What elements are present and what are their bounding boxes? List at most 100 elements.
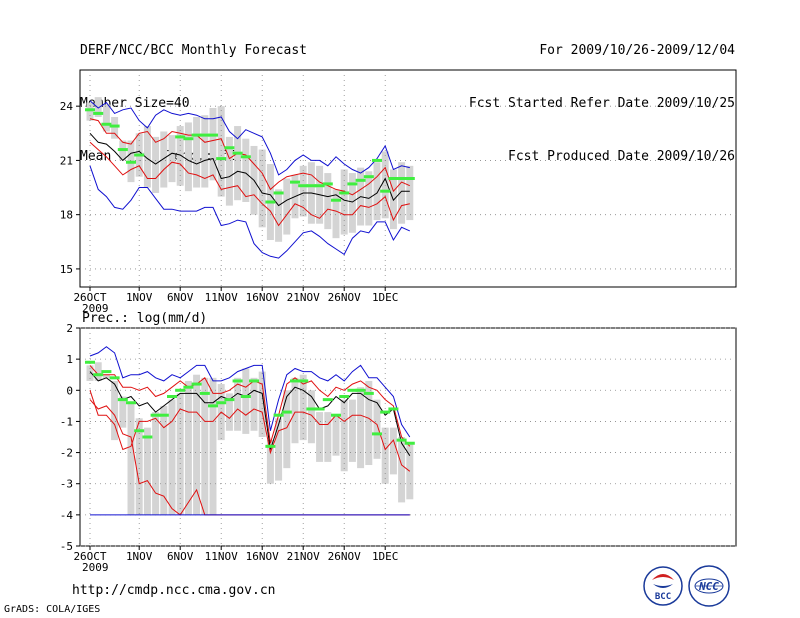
member-range-bar xyxy=(365,380,373,466)
observed-marker xyxy=(216,157,227,161)
member-range-bar xyxy=(102,374,110,378)
observed-marker xyxy=(224,146,235,150)
member-range-bar xyxy=(127,402,135,515)
panel-subtitle: Prec.: log(mm/d) xyxy=(82,311,207,326)
start-date: Fcst Started Refer Date 2009/10/25 xyxy=(468,96,735,111)
ncc-logo: NCC xyxy=(688,565,730,607)
bcc-logo-wave xyxy=(653,584,673,588)
observed-marker xyxy=(404,177,415,180)
header-right: For 2009/10/26-2009/12/04 Fcst Started R… xyxy=(469,11,735,186)
bcc-logo-swirl xyxy=(652,574,674,580)
observed-marker xyxy=(134,429,145,433)
member-range-bar xyxy=(275,189,283,242)
observed-marker xyxy=(93,111,104,115)
observed-marker xyxy=(355,178,366,182)
member-range-bar xyxy=(168,399,176,515)
observed-marker xyxy=(85,108,95,112)
x-tick-label: 16NOV xyxy=(246,291,279,304)
observed-marker xyxy=(355,388,366,392)
bcc-logo-text: BCC xyxy=(655,592,671,602)
observed-marker xyxy=(290,379,300,383)
observed-marker xyxy=(380,410,391,414)
member-range-bar xyxy=(209,377,217,515)
observed-marker xyxy=(404,441,415,445)
observed-marker xyxy=(347,182,358,186)
x-tick-label: 21NOV xyxy=(287,291,320,304)
y-tick-label: 18 xyxy=(60,209,73,222)
member-range-bar xyxy=(135,418,143,515)
member-range-bar xyxy=(275,418,283,481)
member-range-bar xyxy=(340,169,348,235)
member-range-bar xyxy=(283,390,291,469)
x-tick-label: 6NOV xyxy=(167,291,194,304)
member-range-bar xyxy=(193,117,201,188)
member-range-bar xyxy=(381,151,389,219)
member-range-bar xyxy=(332,415,340,456)
observed-marker xyxy=(339,395,350,399)
member-range-bar xyxy=(217,106,225,197)
member-range-bar xyxy=(94,362,102,381)
y-tick-label: 21 xyxy=(60,154,73,167)
plot-frame xyxy=(79,69,737,288)
observed-marker xyxy=(363,175,374,179)
observed-marker xyxy=(372,158,382,162)
member-range-bar xyxy=(299,374,307,441)
y-tick-label: 2 xyxy=(66,322,73,335)
x-tick-label: 16NOV xyxy=(246,550,279,563)
series-line-max xyxy=(89,100,410,176)
forecast-period: For 2009/10/26-2009/12/04 xyxy=(539,43,735,58)
observed-marker xyxy=(281,410,292,414)
observed-marker xyxy=(322,398,333,402)
member-range-bar xyxy=(258,371,266,437)
member-range-bar xyxy=(406,165,414,221)
source-url[interactable]: http://cmdp.ncc.cma.gov.cn xyxy=(72,583,276,598)
observed-marker xyxy=(249,379,259,383)
member-range-bar xyxy=(184,122,192,192)
observed-marker xyxy=(314,184,325,188)
observed-marker xyxy=(322,182,333,186)
observed-marker xyxy=(199,133,210,137)
observed-marker xyxy=(150,413,161,417)
observed-marker xyxy=(224,398,235,402)
observed-marker xyxy=(347,388,358,392)
observed-marker xyxy=(208,404,218,408)
plot-frame xyxy=(79,327,737,547)
member-range-bar xyxy=(184,380,192,515)
member-range-bar xyxy=(234,126,242,201)
observed-marker xyxy=(85,360,95,364)
member-range-bar xyxy=(143,126,151,188)
bcc-logo: BCC xyxy=(643,566,683,606)
member-range-bar xyxy=(176,393,184,515)
observed-marker xyxy=(126,401,136,405)
member-range-bar xyxy=(381,427,389,484)
member-range-bar xyxy=(266,440,274,484)
x-tick-label: 1DEC xyxy=(372,550,399,563)
observed-marker xyxy=(158,413,169,417)
member-range-bar xyxy=(291,377,299,444)
observed-marker xyxy=(396,438,407,442)
observed-marker xyxy=(314,407,325,411)
member-range-bar xyxy=(283,178,291,235)
x-tick-label: 6NOV xyxy=(167,550,194,563)
observed-marker xyxy=(175,135,186,139)
member-range-bar xyxy=(324,412,332,462)
y-tick-label: 1 xyxy=(66,353,73,366)
series-line-mean xyxy=(89,371,411,456)
series-line-p90 xyxy=(89,118,411,196)
member-range-bar xyxy=(111,117,119,139)
observed-marker xyxy=(290,180,300,184)
y-tick-label: -4 xyxy=(60,509,74,522)
observed-marker xyxy=(380,189,391,193)
y-tick-label: -5 xyxy=(60,540,73,553)
observed-marker xyxy=(183,385,194,389)
member-range-bar xyxy=(250,377,258,431)
observed-marker xyxy=(240,395,251,399)
ncc-logo-text: NCC xyxy=(698,580,719,593)
y-tick-label: 0 xyxy=(66,384,73,397)
y-tick-label: 24 xyxy=(60,100,74,113)
observed-marker xyxy=(265,200,276,204)
observed-marker xyxy=(306,184,317,188)
y-tick-label: 15 xyxy=(60,263,73,276)
